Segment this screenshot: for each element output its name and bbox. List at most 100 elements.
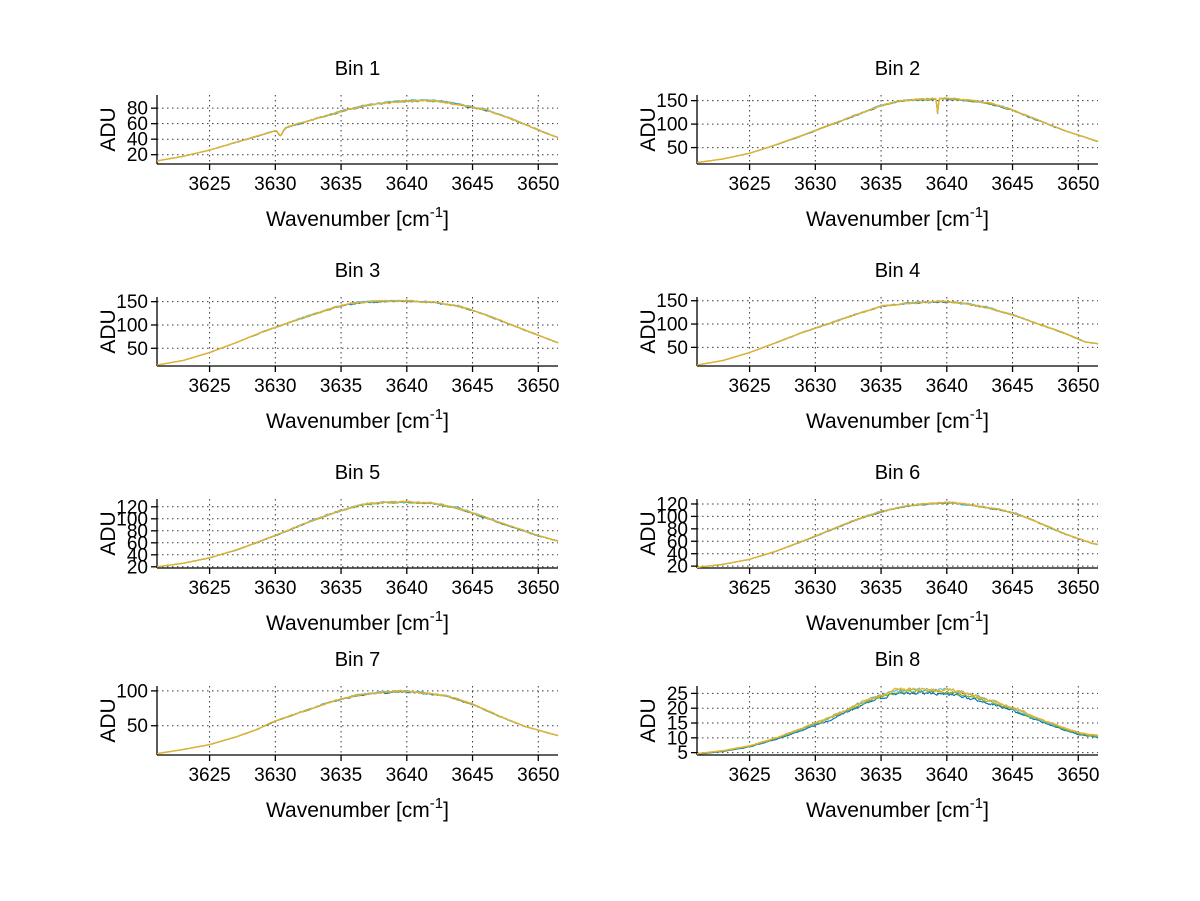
spectrum-yellow: [697, 97, 1099, 164]
y-tick-label: 15: [667, 714, 688, 735]
x-axis-label: Wavenumber [cm-1]: [266, 204, 449, 231]
y-tick-label: 60: [127, 114, 148, 135]
x-tick-label: 3650: [1057, 578, 1099, 599]
plot-title: Bin 7: [335, 649, 381, 671]
x-tick-label: 3625: [728, 765, 770, 786]
y-tick-label: 20: [127, 557, 148, 578]
x-tick-label: 3640: [926, 376, 968, 397]
x-axis-label-superscript: -1: [970, 204, 983, 221]
x-axis-label: Wavenumber [cm-1]: [806, 406, 989, 433]
x-axis-label-end: ]: [443, 612, 449, 635]
spectrum-yellow: [157, 299, 559, 366]
x-axis-label-end: ]: [443, 410, 449, 433]
x-tick-label: 3625: [728, 174, 770, 195]
y-tick-label: 50: [667, 138, 688, 159]
y-tick-label: 100: [116, 681, 148, 702]
spectrum-yellow: [697, 300, 1099, 366]
x-axis-label-end: ]: [983, 612, 989, 635]
y-tick-label: 40: [667, 544, 688, 565]
y-axis-label: ADU: [637, 698, 660, 742]
x-tick-label: 3625: [188, 765, 230, 786]
x-tick-label: 3645: [991, 376, 1033, 397]
spectrum-yellow: [157, 500, 559, 568]
x-axis-label-end: ]: [983, 799, 989, 822]
x-axis-label: Wavenumber [cm-1]: [806, 204, 989, 231]
y-tick-label: 20: [127, 145, 148, 166]
x-tick-label: 3630: [794, 174, 836, 195]
y-tick-label: 80: [127, 99, 148, 120]
x-tick-label: 3645: [451, 174, 493, 195]
series-group: [697, 501, 1099, 568]
x-tick-label: 3640: [926, 174, 968, 195]
x-tick-label: 3650: [1057, 765, 1099, 786]
y-tick-label: 80: [667, 519, 688, 540]
y-tick-label: 40: [127, 130, 148, 151]
x-tick-label: 3645: [451, 578, 493, 599]
spectrum-blue: [157, 299, 559, 366]
spectrum-green: [697, 502, 1099, 568]
y-tick-label: 100: [656, 507, 688, 528]
x-axis-label-superscript: -1: [970, 795, 983, 812]
x-tick-label: 3635: [860, 376, 902, 397]
y-tick-label: 60: [127, 533, 148, 554]
spectrum-green: [157, 501, 559, 568]
spectrum-blue: [157, 501, 559, 568]
y-tick-label: 100: [116, 315, 148, 336]
x-tick-label: 3650: [517, 376, 559, 397]
x-tick-label: 3635: [860, 174, 902, 195]
x-tick-label: 3635: [320, 578, 362, 599]
plot-title: Bin 1: [335, 58, 381, 80]
x-tick-label: 3640: [386, 765, 428, 786]
series-group: [157, 500, 559, 568]
spectrum-cyan: [157, 299, 559, 366]
y-tick-label: 150: [656, 291, 688, 312]
x-tick-label: 3650: [1057, 376, 1099, 397]
x-axis-label-main: Wavenumber [cm: [806, 208, 970, 231]
x-tick-label: 3645: [451, 765, 493, 786]
y-tick-label: 150: [116, 292, 148, 313]
x-tick-label: 3630: [254, 174, 296, 195]
x-tick-label: 3650: [517, 174, 559, 195]
plot-title: Bin 8: [875, 649, 921, 671]
spectrum-blue: [157, 99, 559, 162]
spectrum-cyan: [697, 300, 1099, 366]
spectrum-green: [697, 97, 1099, 164]
plot-title: Bin 2: [875, 58, 921, 80]
x-axis-label-main: Wavenumber [cm: [806, 410, 970, 433]
series-group: [157, 299, 559, 366]
y-tick-label: 25: [667, 684, 688, 705]
x-axis-label-superscript: -1: [970, 406, 983, 423]
x-tick-label: 3630: [794, 578, 836, 599]
x-axis-label-main: Wavenumber [cm: [266, 208, 430, 231]
spectrum-yellow: [697, 501, 1099, 568]
y-tick-label: 50: [127, 716, 148, 737]
x-axis-label-main: Wavenumber [cm: [266, 410, 430, 433]
spectrum-blue: [157, 690, 559, 755]
spectrum-green: [697, 300, 1099, 366]
x-tick-label: 3630: [794, 376, 836, 397]
plot-title: Bin 6: [875, 462, 921, 484]
x-tick-label: 3640: [926, 578, 968, 599]
spectrum-yellow: [697, 687, 1099, 755]
x-tick-label: 3650: [517, 765, 559, 786]
x-tick-label: 3640: [386, 578, 428, 599]
x-axis-label-end: ]: [443, 208, 449, 231]
spectrum-blue: [697, 97, 1099, 164]
x-axis-label-main: Wavenumber [cm: [266, 799, 430, 822]
y-tick-label: 50: [127, 339, 148, 360]
spectrum-cyan: [157, 689, 559, 755]
x-axis-label-end: ]: [983, 410, 989, 433]
x-axis-label-superscript: -1: [430, 608, 443, 625]
y-axis-label: ADU: [97, 511, 120, 555]
spectrum-green: [157, 690, 559, 755]
plot-title: Bin 5: [335, 462, 381, 484]
x-tick-label: 3625: [728, 376, 770, 397]
x-tick-label: 3635: [320, 376, 362, 397]
x-axis-label: Wavenumber [cm-1]: [266, 608, 449, 635]
x-tick-label: 3635: [860, 578, 902, 599]
x-tick-label: 3635: [860, 765, 902, 786]
